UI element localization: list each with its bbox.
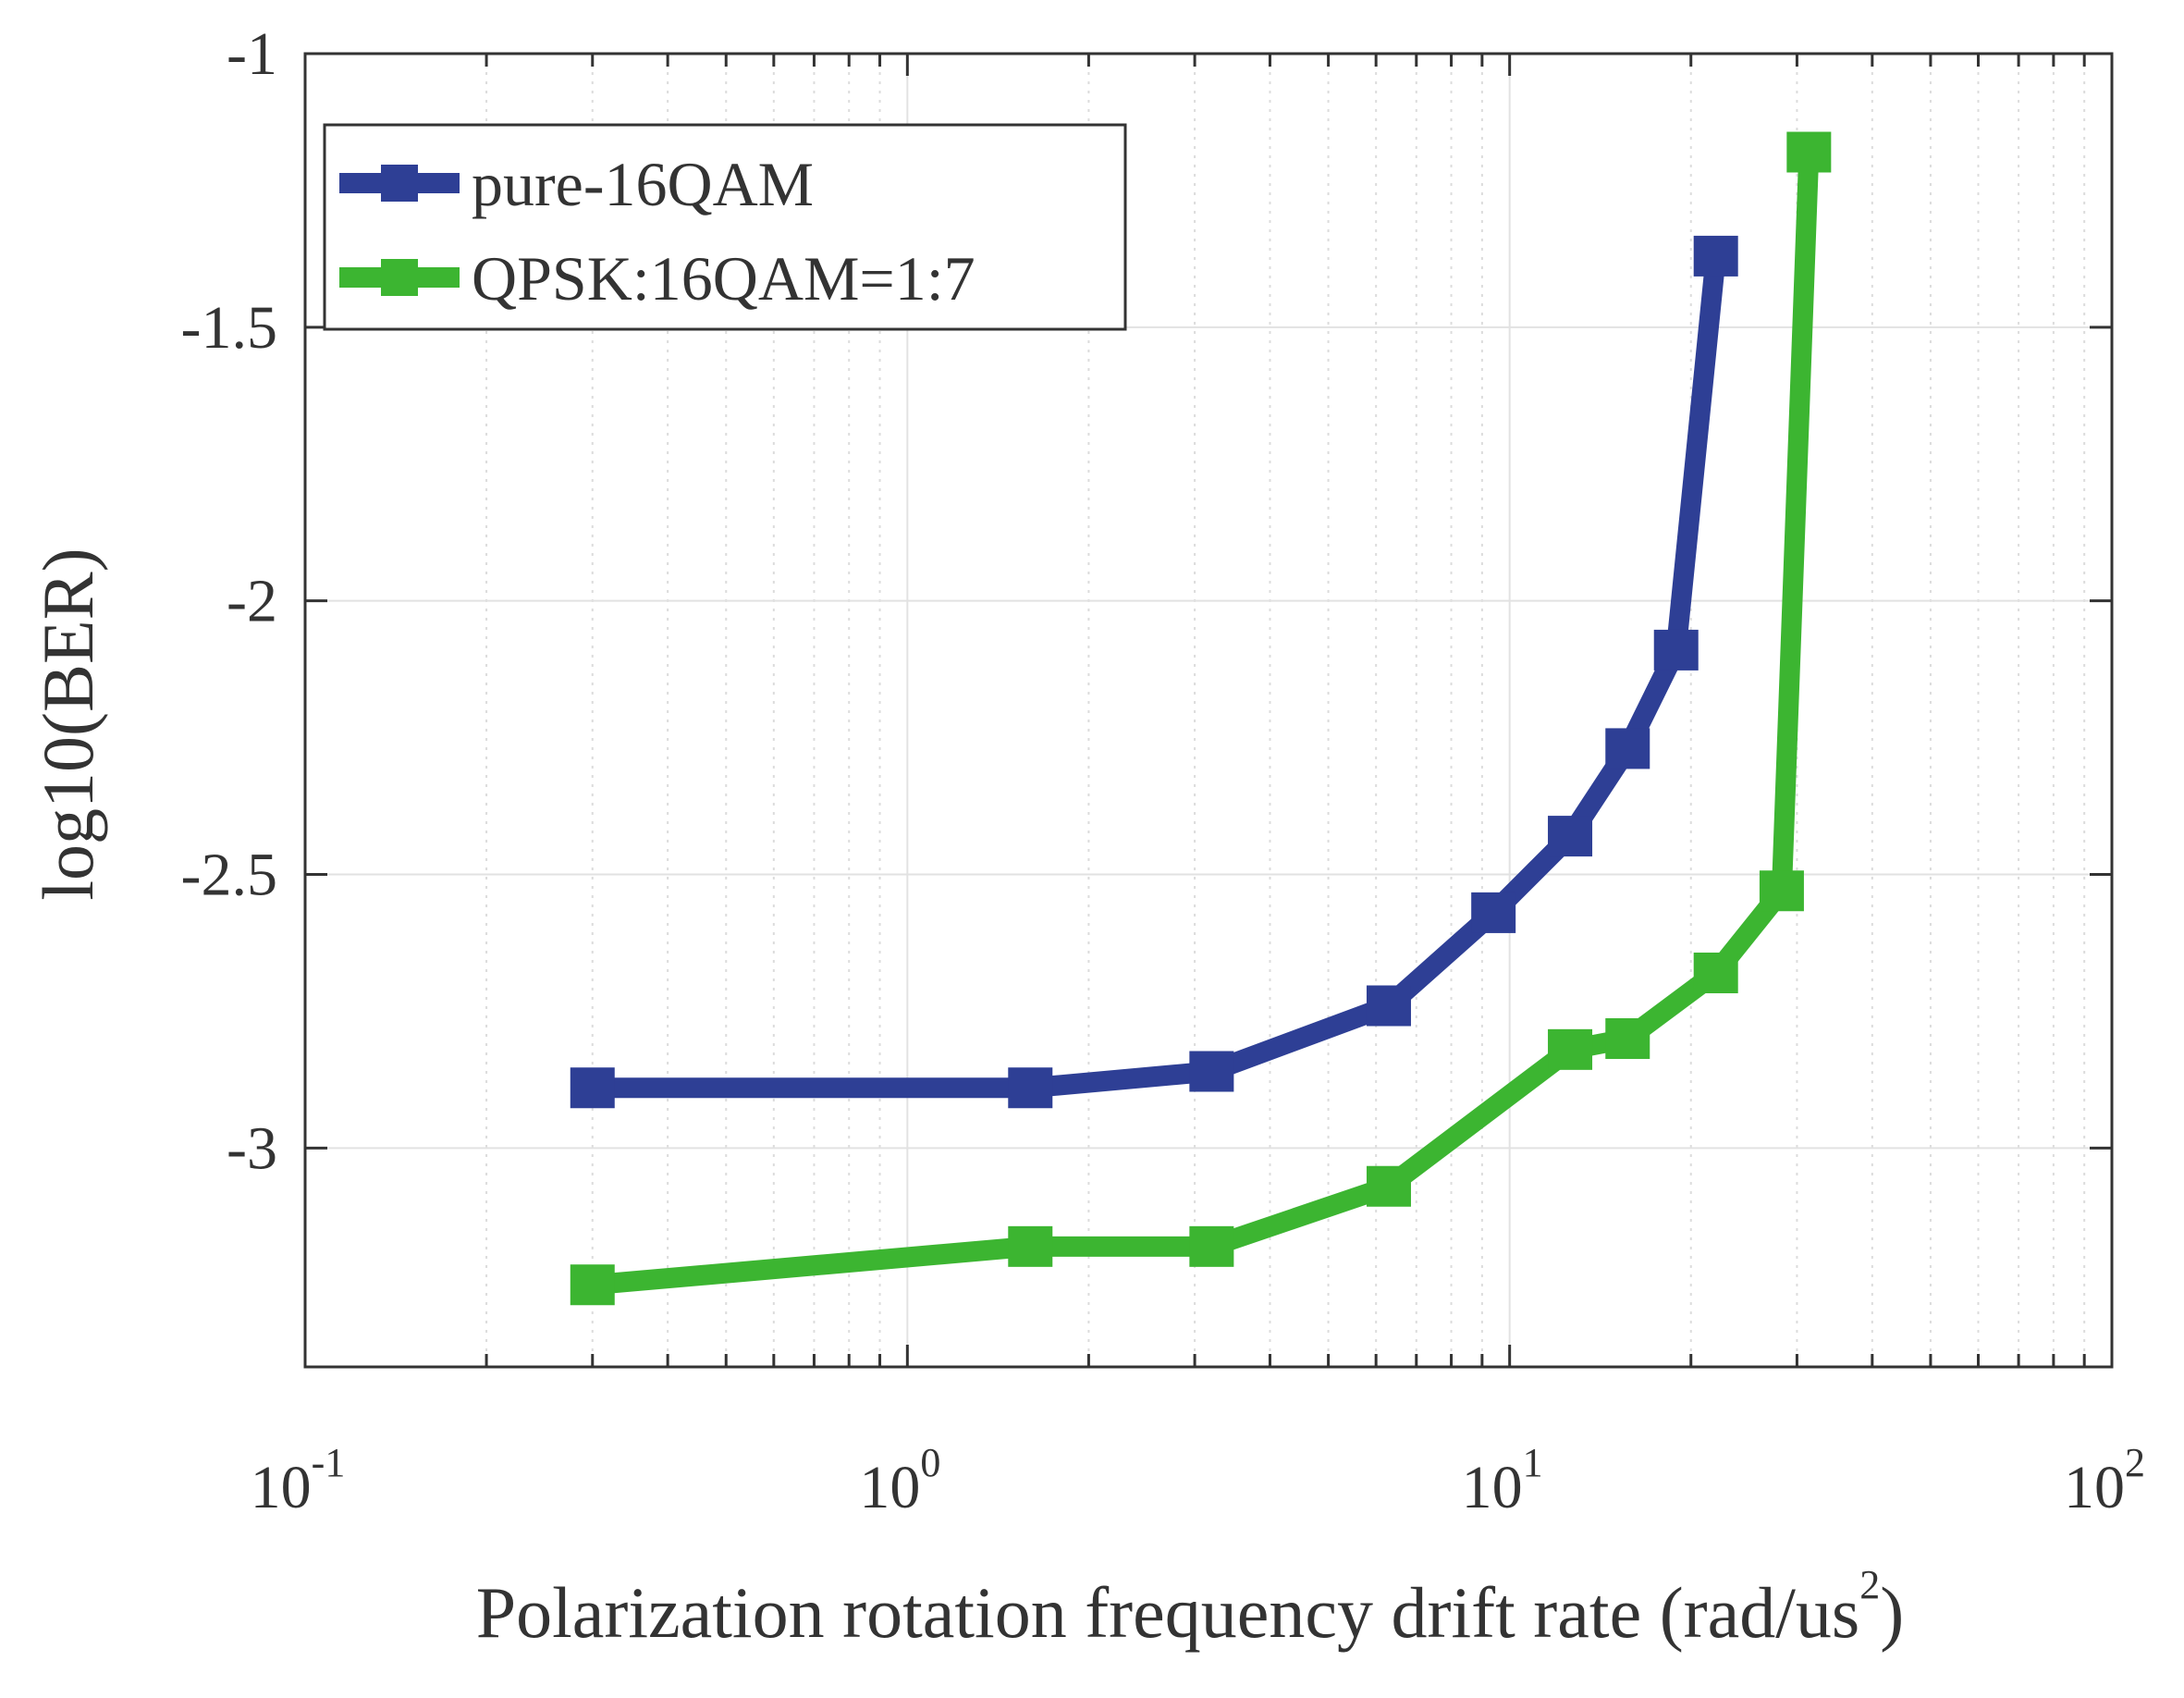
series-layer	[570, 131, 1832, 1306]
data-point-marker	[570, 1067, 615, 1109]
x-tick-label-base: 10	[1462, 1454, 1523, 1521]
tick-labels-layer: 10-1 100 101 102-1-1.5-2-2.5-3	[181, 20, 2145, 1521]
ticks-layer	[303, 52, 2114, 1367]
y-tick-label: -1.5	[181, 294, 277, 362]
legend-label: QPSK:16QAM=1:7	[472, 243, 975, 314]
x-tick-label-base: 10	[859, 1454, 920, 1521]
x-axis-label: Polarization rotation frequency drift ra…	[476, 1562, 1905, 1653]
x-axis-label-superscript: 2	[1859, 1562, 1880, 1607]
data-point-marker	[570, 1264, 615, 1306]
x-tick-label-base: 10	[2064, 1454, 2125, 1521]
legend-entry-qpsk-16qam: QPSK:16QAM=1:7	[339, 243, 975, 314]
series-0	[570, 235, 1738, 1109]
x-tick-label: 10-1	[251, 1440, 346, 1521]
data-point-marker	[1366, 1165, 1411, 1207]
x-axis-label-close: )	[1880, 1572, 1904, 1653]
x-tick-label-base: 10	[251, 1454, 312, 1521]
x-tick-label: 102	[2064, 1440, 2145, 1521]
data-point-marker	[1366, 985, 1411, 1027]
axes-frame	[303, 52, 2114, 1369]
data-point-marker	[1759, 870, 1804, 912]
data-point-marker	[1786, 131, 1832, 173]
y-tick-label: -1	[227, 20, 277, 88]
x-tick-label-exponent: 0	[920, 1440, 940, 1485]
legend-label: pure-16QAM	[472, 149, 814, 219]
data-point-marker	[1189, 1051, 1234, 1092]
x-tick-label-exponent: 2	[2125, 1440, 2145, 1485]
data-point-marker	[1653, 629, 1699, 671]
y-axis-label: log10(BER)	[28, 548, 108, 900]
data-point-marker	[1008, 1067, 1053, 1109]
data-point-marker	[1008, 1225, 1053, 1267]
x-tick-label-exponent: 1	[1523, 1440, 1543, 1485]
legend: pure-16QAM QPSK:16QAM=1:7	[323, 123, 1127, 331]
data-point-marker	[1605, 1018, 1650, 1059]
data-point-marker	[1548, 1028, 1593, 1070]
legend-box	[323, 123, 1127, 331]
data-point-marker	[1189, 1225, 1234, 1267]
legend-entry-pure-16qam: pure-16QAM	[339, 149, 814, 219]
data-point-marker	[1471, 892, 1516, 933]
data-point-marker	[1605, 728, 1650, 769]
y-tick-label: -2.5	[181, 842, 277, 909]
data-point-marker	[1548, 816, 1593, 857]
x-tick-label: 101	[1462, 1440, 1543, 1521]
legend-swatch-marker	[381, 259, 418, 296]
x-tick-label: 100	[859, 1440, 940, 1521]
x-tick-label-exponent: -1	[312, 1440, 346, 1485]
series-1	[570, 131, 1832, 1306]
y-tick-label: -3	[227, 1114, 277, 1182]
x-axis-label-main: Polarization rotation frequency drift ra…	[476, 1572, 1860, 1653]
y-tick-label: -2	[227, 568, 277, 635]
data-point-marker	[1693, 953, 1738, 993]
legend-swatch-marker	[381, 165, 418, 202]
data-point-marker	[1693, 235, 1738, 277]
